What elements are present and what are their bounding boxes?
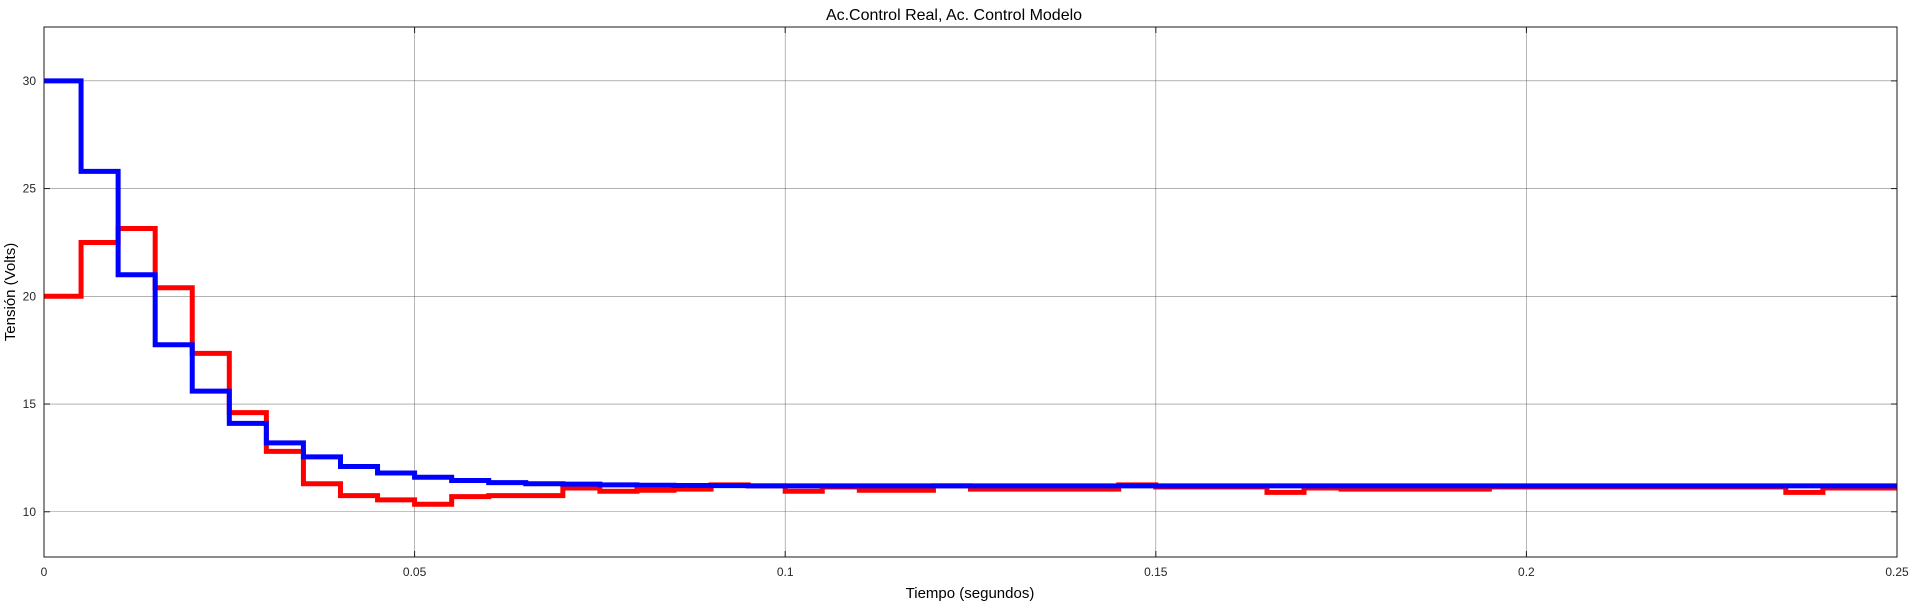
x-tick-label: 0.05	[403, 565, 427, 579]
x-axis-ticks: 0 0.05 0.1 0.15 0.2 0.25	[41, 27, 1909, 579]
series-line-2	[44, 78, 1897, 489]
y-tick-label: 10	[23, 505, 37, 519]
x-tick-label: 0.15	[1144, 565, 1168, 579]
x-tick-label: 0	[41, 565, 48, 579]
series-group	[44, 78, 1897, 507]
plot-border	[43, 26, 1898, 558]
x-axis-label: Tiempo (segundos)	[906, 585, 1035, 602]
y-axis-label: Tensión (Volts)	[2, 243, 19, 341]
y-tick-label: 20	[23, 289, 37, 303]
grid	[44, 27, 1897, 557]
y-tick-label: 25	[23, 182, 37, 196]
y-tick-label: 15	[23, 397, 37, 411]
x-tick-label: 0.2	[1518, 565, 1535, 579]
plot-area	[43, 26, 1898, 558]
chart-title: Ac.Control Real, Ac. Control Modelo	[826, 7, 1082, 24]
y-tick-label: 30	[23, 74, 37, 88]
x-tick-label: 0.1	[777, 565, 794, 579]
x-tick-label: 0.25	[1885, 565, 1909, 579]
